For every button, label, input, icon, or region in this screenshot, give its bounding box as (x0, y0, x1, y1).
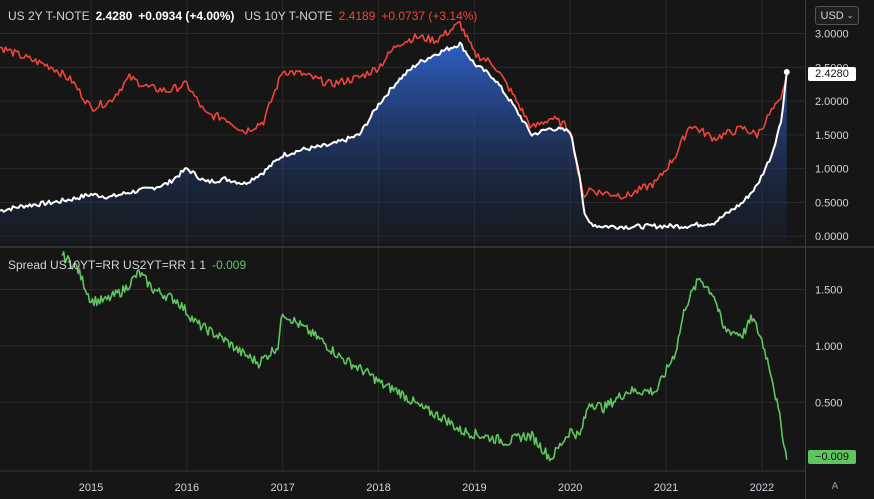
x-tick-label: 2021 (654, 482, 678, 494)
legend-2y-symbol[interactable]: US 2Y T-NOTE (8, 9, 90, 23)
upper-y-tick-label: 0.0000 (815, 231, 849, 243)
spread-line (61, 251, 788, 462)
legend-2y-change: +0.0934 (+4.00%) (138, 9, 235, 23)
legend-spread-value: -0.009 (212, 258, 247, 272)
lower-y-tick-label: 0.500 (815, 397, 843, 409)
legend-2y-value: 2.4280 (95, 9, 133, 23)
price-tag-2y: 2.4280 (808, 67, 856, 81)
x-tick-label: 2015 (79, 482, 103, 494)
legend-10y-symbol[interactable]: US 10Y T-NOTE (244, 9, 333, 23)
x-tick-label: 2018 (366, 482, 390, 494)
legend-bottom: Spread US10YT=RR US2YT=RR 1 1 -0.009 (8, 258, 246, 272)
price-tag-spread: −0.009 (808, 450, 856, 464)
x-tick-label: 2019 (462, 482, 486, 494)
lower-y-tick-label: 1.000 (815, 341, 843, 353)
currency-label: USD (820, 9, 844, 22)
upper-y-tick-label: 3.0000 (815, 29, 849, 41)
legend-spread-label[interactable]: Spread US10YT=RR US2YT=RR 1 1 (8, 258, 207, 272)
legend-10y-change: +0.0737 (+3.14%) (381, 9, 478, 23)
upper-y-tick-label: 1.0000 (815, 164, 849, 176)
two-year-line (0, 41, 788, 230)
two-year-last-point (783, 69, 790, 76)
legend-top: US 2Y T-NOTE 2.4280 +0.0934 (+4.00%) US … (8, 9, 477, 23)
x-tick-label: 2017 (270, 482, 294, 494)
lower-pane (61, 251, 788, 462)
x-tick-label: 2022 (750, 482, 774, 494)
upper-pane (0, 21, 790, 243)
lower-y-tick-label: 1.500 (815, 284, 843, 296)
chevron-down-icon: ⌄ (846, 11, 854, 20)
upper-y-tick-label: 0.5000 (815, 197, 849, 209)
two-year-area (0, 42, 787, 243)
ten-year-line (0, 21, 788, 200)
x-tick-label: 2016 (175, 482, 199, 494)
upper-y-tick-label: 1.5000 (815, 130, 849, 142)
currency-selector[interactable]: USD ⌄ (815, 6, 859, 25)
upper-y-tick-label: 2.0000 (815, 96, 849, 108)
auto-scale-button[interactable]: A (831, 480, 839, 492)
x-tick-label: 2020 (558, 482, 582, 494)
legend-10y-value: 2.4189 (338, 9, 376, 23)
